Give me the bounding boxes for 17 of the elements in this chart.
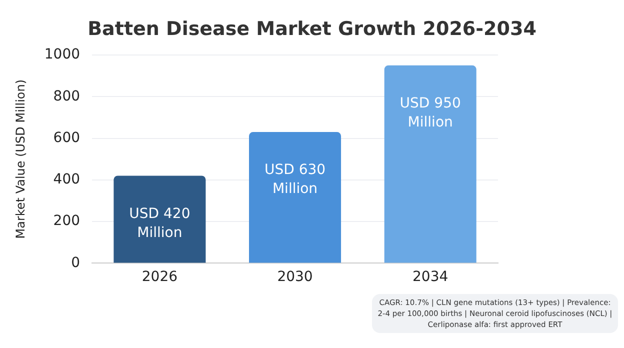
- y-axis-title: Market Value (USD Million): [13, 79, 28, 239]
- bar: [249, 132, 342, 263]
- y-tick-label: 400: [53, 172, 80, 188]
- x-tick-label: 2034: [412, 269, 448, 286]
- bar: [384, 65, 476, 263]
- y-tick-label: 0: [71, 254, 80, 271]
- y-tick-label: 1000: [44, 46, 80, 63]
- x-tick-label: 2030: [277, 269, 313, 286]
- data-label: USD 420 Million: [129, 206, 190, 241]
- y-tick-label: 200: [53, 213, 80, 230]
- y-tick-label: 600: [53, 130, 80, 146]
- data-label: USD 630 Million: [264, 162, 326, 198]
- data-label: USD 950 Million: [400, 96, 461, 131]
- x-tick-label: 2026: [142, 269, 178, 286]
- y-tick-label: 800: [53, 88, 80, 104]
- chart-title: Batten Disease Market Growth 2026-2034: [86, 18, 538, 40]
- bar: [114, 176, 206, 263]
